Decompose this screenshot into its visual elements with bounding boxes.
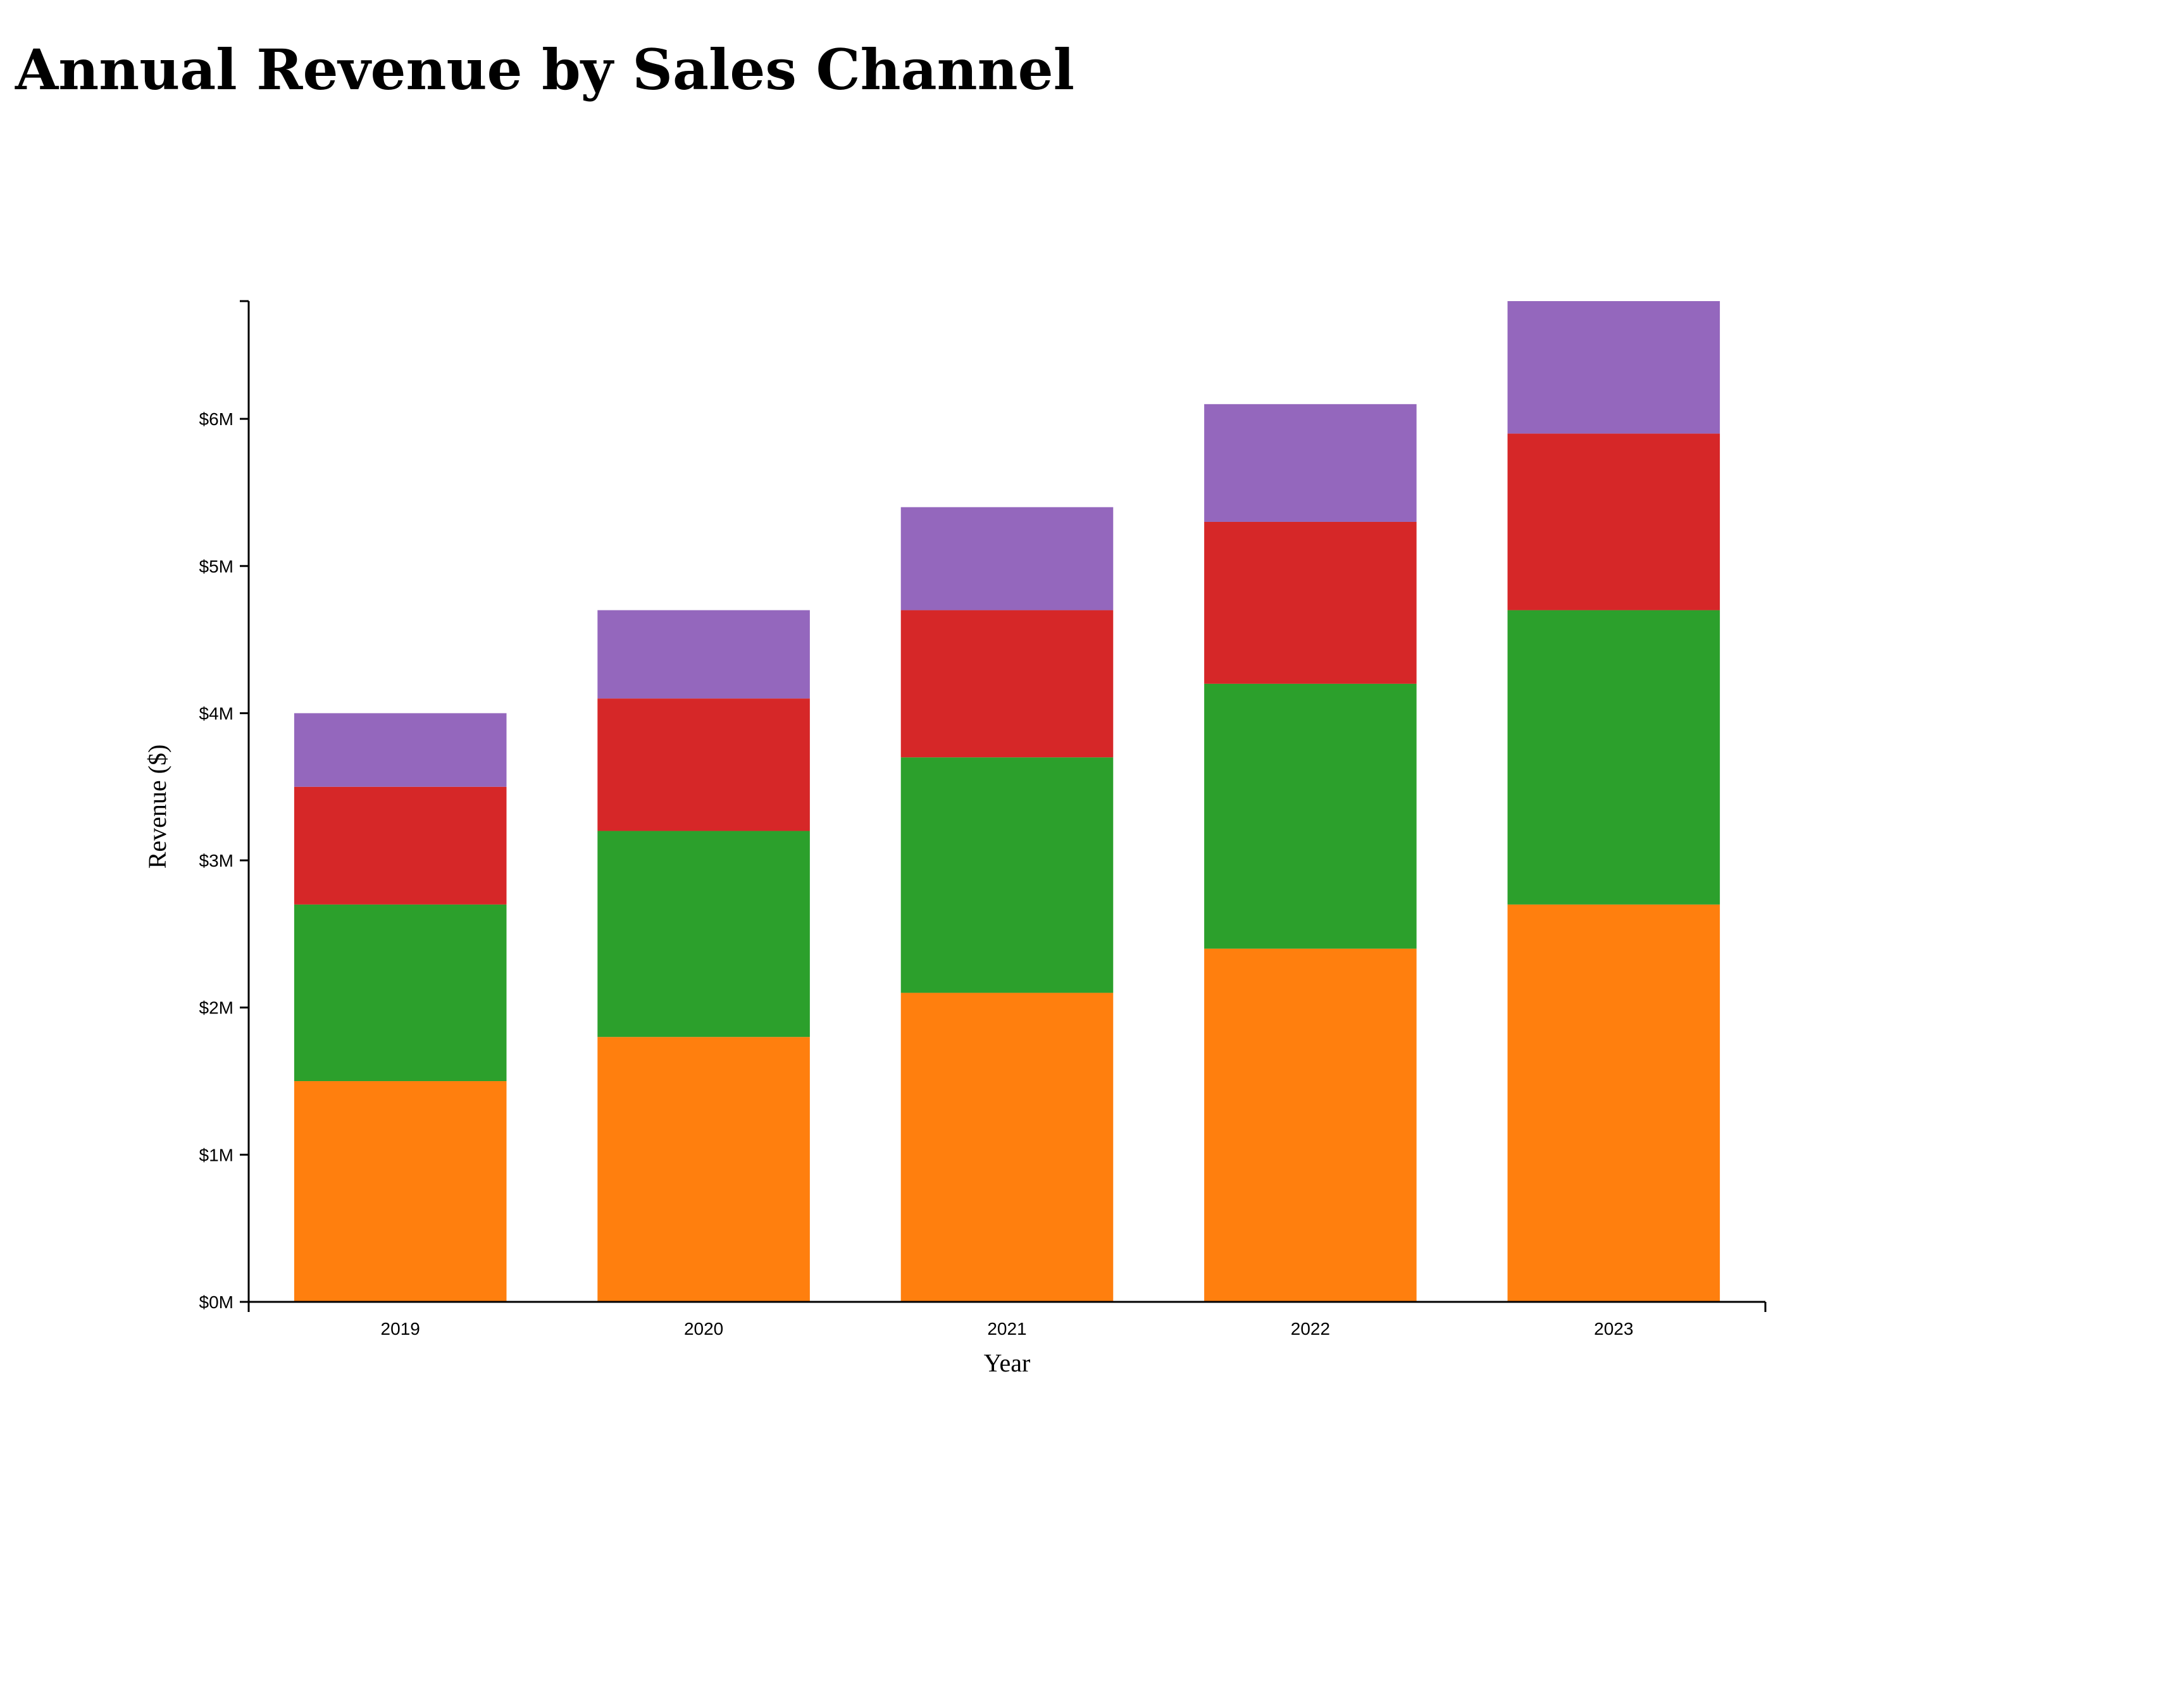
bar-2021-segment-3 — [900, 610, 1114, 758]
bar-2019-segment-4 — [294, 713, 507, 787]
bar-2019-segment-2 — [294, 904, 507, 1082]
bar-2021-segment-4 — [900, 507, 1114, 610]
y-tick-label: $2M — [199, 998, 233, 1018]
bar-2022-segment-2 — [1204, 683, 1417, 949]
bar-2022-segment-4 — [1204, 404, 1417, 522]
bar-2020-segment-2 — [597, 831, 810, 1037]
x-tick-label: 2023 — [1594, 1319, 1633, 1339]
bar-2021-segment-2 — [900, 757, 1114, 993]
y-tick-label: $5M — [199, 557, 233, 576]
bar-2023-segment-2 — [1507, 610, 1720, 905]
bar-2022-segment-1 — [1204, 948, 1417, 1302]
y-tick-label: $4M — [199, 703, 233, 723]
y-tick-label: $3M — [199, 851, 233, 870]
x-tick-label: 2020 — [684, 1319, 723, 1339]
axes-layer — [247, 301, 1765, 1303]
y-tick-label: $0M — [199, 1292, 233, 1312]
bar-2020-segment-4 — [597, 610, 810, 699]
bar-2021-segment-1 — [900, 993, 1114, 1302]
bar-2020-segment-1 — [597, 1037, 810, 1302]
chart-title: Annual Revenue by Sales Channel — [15, 37, 1075, 102]
bar-2019-segment-3 — [294, 786, 507, 905]
x-tick-label: 2022 — [1291, 1319, 1330, 1339]
bar-2019-segment-1 — [294, 1081, 507, 1302]
x-tick-label: 2019 — [381, 1319, 420, 1339]
x-axis-title: Year — [984, 1349, 1031, 1377]
y-tick-label: $1M — [199, 1145, 233, 1165]
bar-2022-segment-3 — [1204, 521, 1417, 684]
bars-layer — [294, 301, 1720, 1302]
bar-2023-segment-4 — [1507, 301, 1720, 434]
x-tick-label: 2021 — [987, 1319, 1026, 1339]
bar-2023-segment-1 — [1507, 904, 1720, 1302]
y-tick-label: $6M — [199, 409, 233, 429]
bar-2023-segment-3 — [1507, 433, 1720, 610]
ticks-layer: $0M $1M $2M $3M $4M $5M $6M 2019 2020 2021 2022 202… — [199, 300, 1767, 1339]
y-axis-title: Revenue ($) — [143, 745, 171, 869]
bar-2020-segment-3 — [597, 698, 810, 831]
